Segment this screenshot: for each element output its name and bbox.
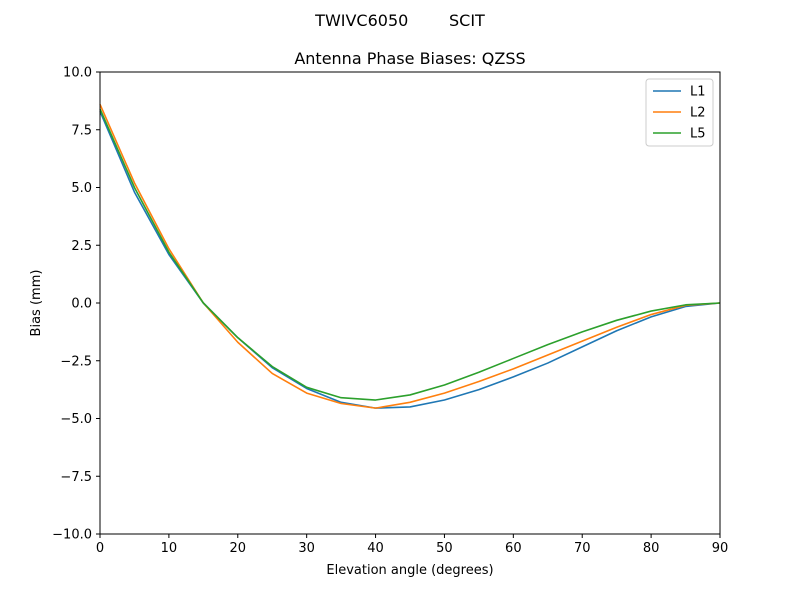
y-tick-label: −5.0 xyxy=(60,412,92,427)
y-axis-ticks: −10.0 −7.5 −5.0 −2.5 0.0 2.5 5.0 7.5 10.0 xyxy=(52,66,100,543)
series-line-l5 xyxy=(99,108,721,401)
x-tick-label: 80 xyxy=(643,541,660,556)
x-tick-label: 30 xyxy=(298,541,315,556)
y-tick-label: 2.5 xyxy=(71,239,92,254)
legend-label-l5: L5 xyxy=(690,127,706,142)
series-line-l1 xyxy=(99,110,721,409)
legend-label-l1: L1 xyxy=(690,85,706,100)
x-tick-label: 60 xyxy=(505,541,522,556)
series-line-l2 xyxy=(99,104,721,409)
x-tick-label: 70 xyxy=(574,541,591,556)
x-tick-label: 10 xyxy=(161,541,178,556)
x-tick-label: 0 xyxy=(96,541,104,556)
x-tick-label: 50 xyxy=(436,541,453,556)
plot-frame xyxy=(99,71,721,535)
y-tick-label: −7.5 xyxy=(60,470,92,485)
y-tick-label: 10.0 xyxy=(63,66,92,81)
chart-title: Antenna Phase Biases: QZSS xyxy=(294,49,525,68)
x-axis-label: Elevation angle (degrees) xyxy=(326,563,493,578)
y-axis-label: Bias (mm) xyxy=(29,270,44,337)
figure-suptitle: TWIVC6050 SCIT xyxy=(314,11,485,30)
x-tick-label: 20 xyxy=(230,541,247,556)
x-tick-label: 90 xyxy=(712,541,729,556)
y-tick-label: −2.5 xyxy=(60,354,92,369)
plot-lines xyxy=(99,104,721,409)
y-tick-label: 5.0 xyxy=(71,181,92,196)
x-tick-label: 40 xyxy=(367,541,384,556)
y-tick-label: 0.0 xyxy=(71,297,92,312)
y-tick-label: 7.5 xyxy=(71,123,92,138)
y-tick-label: −10.0 xyxy=(52,528,92,543)
legend: L1 L2 L5 xyxy=(645,78,714,147)
legend-label-l2: L2 xyxy=(690,106,706,121)
x-axis-ticks: 0 10 20 30 40 50 60 70 80 90 xyxy=(96,534,728,556)
